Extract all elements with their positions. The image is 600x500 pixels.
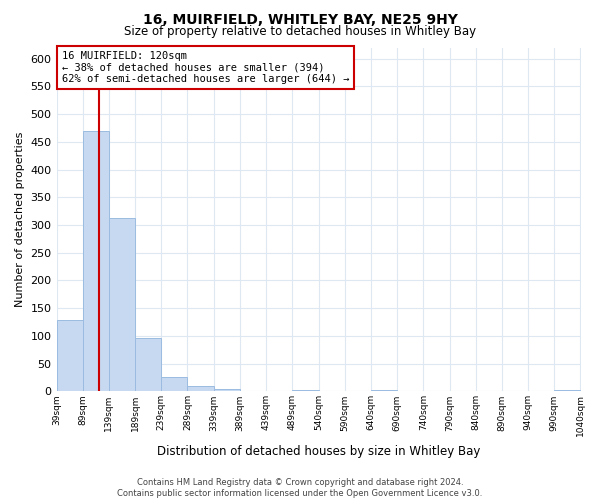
Text: 16 MUIRFIELD: 120sqm
← 38% of detached houses are smaller (394)
62% of semi-deta: 16 MUIRFIELD: 120sqm ← 38% of detached h… [62,51,349,84]
Bar [135,338,161,392]
Bar [56,320,83,392]
Y-axis label: Number of detached properties: Number of detached properties [15,132,25,307]
X-axis label: Distribution of detached houses by size in Whitley Bay: Distribution of detached houses by size … [157,444,480,458]
Bar [187,386,214,392]
Bar [292,390,319,392]
Text: Contains HM Land Registry data © Crown copyright and database right 2024.
Contai: Contains HM Land Registry data © Crown c… [118,478,482,498]
Bar [371,390,397,392]
Text: 16, MUIRFIELD, WHITLEY BAY, NE25 9HY: 16, MUIRFIELD, WHITLEY BAY, NE25 9HY [143,12,457,26]
Bar [554,390,580,392]
Text: Size of property relative to detached houses in Whitley Bay: Size of property relative to detached ho… [124,25,476,38]
Bar [161,377,187,392]
Bar [83,130,109,392]
Bar [214,389,240,392]
Bar [109,218,135,392]
